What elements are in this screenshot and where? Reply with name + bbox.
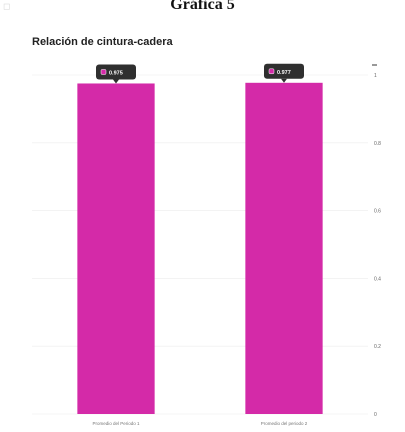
tooltip-pointer <box>113 79 119 84</box>
bar <box>245 82 323 414</box>
legend-swatch <box>100 69 107 75</box>
y-tick-label: 0.2 <box>374 344 381 350</box>
data-label: 0.975 <box>109 70 123 76</box>
legend-swatch <box>268 68 275 75</box>
y-tick-label: 1 <box>374 73 377 79</box>
value-tooltip <box>96 64 136 80</box>
y-tick-label: 0.8 <box>374 141 381 147</box>
figure-caption: Gráfica 5 <box>170 0 235 13</box>
value-tooltip <box>264 63 304 79</box>
data-label: 0.977 <box>277 70 291 76</box>
y-tick-label: 0.6 <box>374 209 381 215</box>
y-tick-label: 0 <box>374 412 377 418</box>
chart-title: Relación de cintura-cadera <box>32 36 173 48</box>
category-label: Promedio del periodo 2 <box>261 421 308 426</box>
bar <box>77 83 155 414</box>
category-label: Promedio del Periodo 1 <box>92 421 140 426</box>
tooltip-pointer <box>281 78 287 83</box>
y-tick-label: 0.4 <box>374 276 381 282</box>
expand-icon[interactable]: ◻ <box>3 1 11 11</box>
